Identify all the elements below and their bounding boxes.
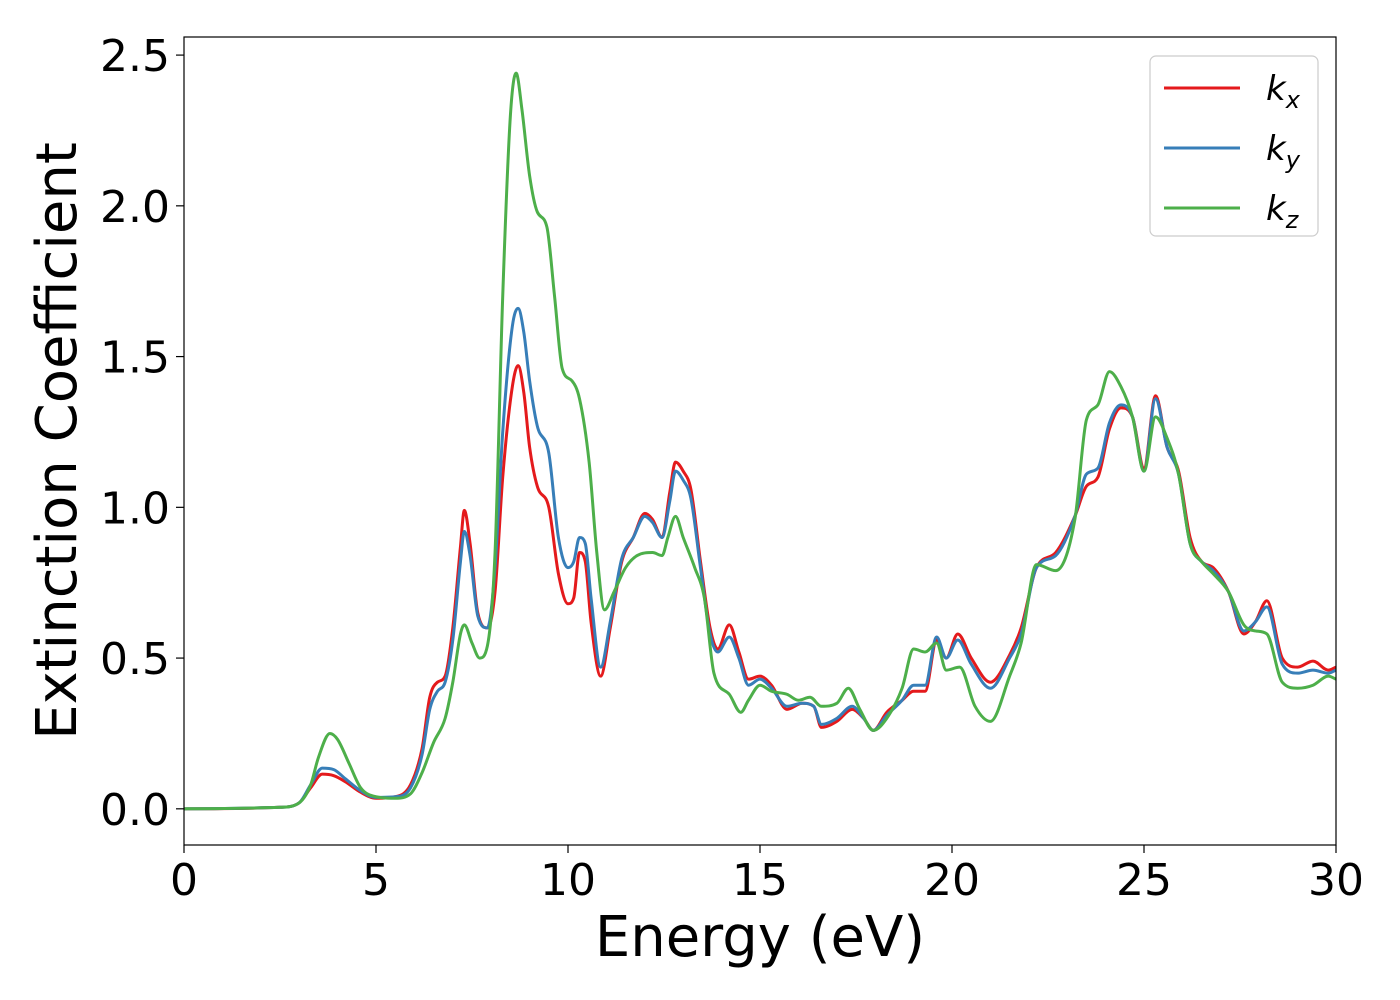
x-tick-label: 15 (732, 855, 788, 906)
x-tick-label: 30 (1308, 855, 1364, 906)
y-tick-label: 0.5 (100, 634, 170, 685)
x-tick-label: 0 (170, 855, 198, 906)
x-tick-label: 25 (1116, 855, 1172, 906)
legend-box (1149, 55, 1319, 237)
x-tick-label: 10 (540, 855, 596, 906)
y-axis-ticks: 0.0 0.5 1.0 1.5 2.0 2.5 (100, 31, 184, 836)
y-axis-title: Extinction Coefficient (25, 142, 90, 740)
legend-label-kx: kx (1266, 69, 1301, 114)
series-line-kz (183, 71, 1337, 811)
y-tick-label: 2.5 (100, 31, 170, 82)
x-axis-ticks: 0 5 10 15 20 25 30 (170, 845, 1364, 906)
x-tick-label: 5 (362, 855, 390, 906)
legend: kx ky kz (1149, 55, 1319, 237)
legend-label-ky: ky (1266, 129, 1301, 174)
y-tick-label: 1.0 (100, 483, 170, 534)
y-tick-label: 1.5 (100, 333, 170, 384)
x-tick-label: 20 (924, 855, 980, 906)
series-layer (183, 71, 1337, 811)
plot-background (184, 37, 1336, 845)
x-axis-title: Energy (eV) (595, 905, 925, 970)
legend-label-kz: kz (1266, 189, 1300, 234)
y-tick-label: 0.0 (100, 785, 170, 836)
y-tick-label: 2.0 (100, 182, 170, 233)
